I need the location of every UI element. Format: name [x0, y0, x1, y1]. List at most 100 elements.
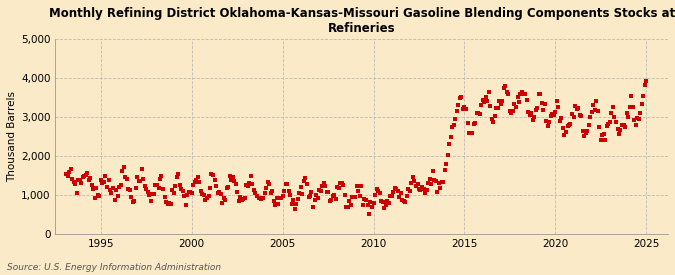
- Point: [567, 111, 578, 116]
- Point: [404, 189, 415, 193]
- Point: [617, 122, 628, 127]
- Point: [559, 133, 570, 138]
- Point: [158, 187, 169, 192]
- Point: [341, 205, 352, 209]
- Point: [367, 205, 377, 209]
- Point: [591, 98, 601, 103]
- Point: [347, 195, 358, 199]
- Point: [510, 105, 521, 109]
- Point: [277, 194, 288, 198]
- Point: [456, 95, 467, 100]
- Point: [564, 123, 574, 128]
- Point: [403, 187, 414, 191]
- Point: [427, 169, 438, 174]
- Point: [68, 180, 79, 184]
- Point: [592, 109, 603, 113]
- Point: [474, 112, 485, 116]
- Point: [376, 199, 387, 204]
- Point: [414, 187, 425, 192]
- Point: [605, 120, 616, 124]
- Point: [253, 196, 264, 200]
- Point: [453, 103, 464, 107]
- Point: [247, 181, 258, 186]
- Point: [400, 200, 411, 204]
- Point: [639, 83, 650, 87]
- Point: [470, 121, 481, 125]
- Point: [389, 186, 400, 190]
- Point: [208, 173, 219, 177]
- Point: [608, 105, 618, 109]
- Point: [150, 183, 161, 187]
- Point: [379, 206, 389, 210]
- Point: [562, 123, 573, 128]
- Point: [284, 189, 294, 193]
- Point: [254, 196, 265, 200]
- Point: [439, 168, 450, 172]
- Point: [533, 92, 544, 96]
- Point: [229, 179, 240, 183]
- Point: [547, 112, 558, 116]
- Point: [483, 90, 494, 94]
- Point: [100, 174, 111, 178]
- Point: [113, 185, 124, 189]
- Point: [318, 181, 329, 186]
- Point: [447, 125, 458, 129]
- Point: [408, 175, 418, 180]
- Point: [286, 202, 297, 206]
- Point: [599, 132, 610, 136]
- Point: [184, 190, 194, 194]
- Point: [448, 122, 459, 127]
- Point: [587, 110, 597, 114]
- Point: [462, 120, 473, 125]
- Point: [280, 182, 291, 187]
- Point: [601, 124, 612, 129]
- Point: [308, 205, 319, 210]
- Point: [155, 177, 165, 181]
- Point: [134, 179, 144, 184]
- Point: [235, 195, 246, 199]
- Point: [472, 111, 483, 115]
- Point: [333, 186, 344, 190]
- Point: [574, 113, 585, 118]
- Point: [161, 200, 171, 205]
- Point: [118, 165, 129, 170]
- Point: [159, 195, 170, 199]
- Point: [521, 97, 532, 102]
- Point: [344, 199, 355, 203]
- Point: [454, 96, 465, 101]
- Point: [96, 178, 107, 182]
- Point: [174, 183, 185, 187]
- Point: [360, 198, 371, 202]
- Point: [269, 203, 280, 207]
- Point: [179, 194, 190, 199]
- Point: [450, 117, 461, 121]
- Point: [163, 200, 174, 205]
- Point: [256, 196, 267, 201]
- Point: [123, 186, 134, 191]
- Point: [406, 180, 416, 185]
- Point: [594, 125, 605, 130]
- Point: [303, 195, 314, 200]
- Point: [374, 190, 385, 195]
- Point: [578, 134, 589, 138]
- Point: [431, 179, 441, 183]
- Point: [223, 185, 234, 189]
- Point: [556, 116, 567, 120]
- Point: [106, 191, 117, 195]
- Point: [108, 185, 119, 190]
- Point: [597, 133, 608, 137]
- Point: [135, 178, 146, 183]
- Point: [141, 187, 152, 191]
- Point: [398, 198, 409, 203]
- Point: [471, 111, 482, 116]
- Point: [82, 171, 92, 175]
- Point: [259, 191, 270, 196]
- Point: [194, 180, 205, 184]
- Point: [409, 178, 420, 183]
- Point: [67, 177, 78, 181]
- Point: [321, 190, 332, 194]
- Point: [595, 137, 606, 142]
- Point: [506, 111, 517, 115]
- Point: [221, 186, 232, 190]
- Point: [99, 180, 109, 184]
